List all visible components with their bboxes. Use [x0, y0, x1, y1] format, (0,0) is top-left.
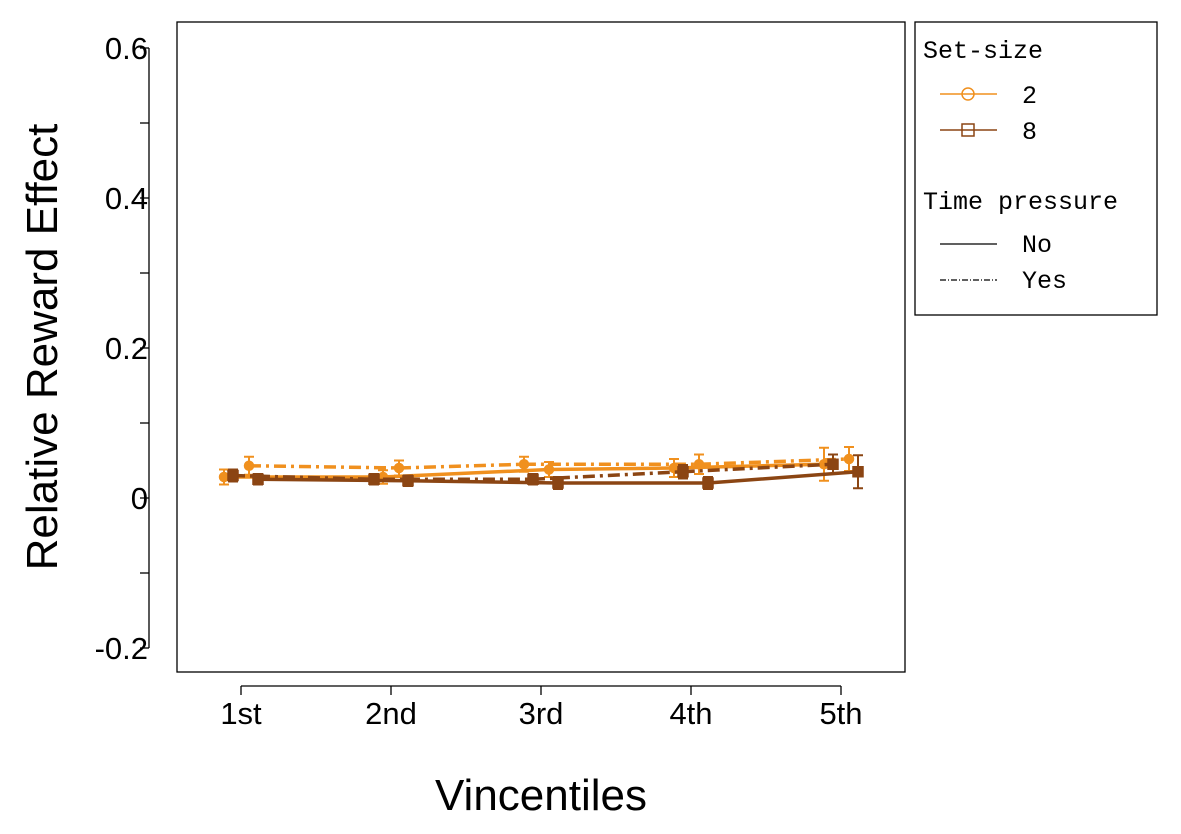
x-axis: 1st 2nd 3rd 4th 5th	[220, 685, 863, 731]
x-tick-label: 5th	[819, 696, 862, 731]
y-axis: -0.2 0 0.2 0.4 0.6	[95, 31, 150, 666]
legend-label-setsize-8: 8	[1022, 118, 1037, 147]
data-point	[693, 459, 705, 470]
series-layer	[218, 446, 864, 490]
series-8-yes	[227, 453, 839, 486]
y-tick-label: 0.4	[105, 181, 148, 216]
legend-label-yes: Yes	[1022, 267, 1067, 296]
plot-frame	[176, 21, 906, 673]
x-tick-label: 2nd	[365, 696, 417, 731]
data-point	[218, 471, 230, 483]
data-point	[252, 473, 264, 485]
x-tick-label: 4th	[669, 696, 712, 731]
legend-label-no: No	[1022, 231, 1052, 260]
x-axis-title: Vincentiles	[435, 771, 647, 820]
y-tick-label: 0.2	[105, 331, 148, 366]
y-tick-label: 0	[131, 481, 148, 516]
y-axis-title: Relative Reward Effect	[18, 124, 67, 571]
legend: Set-size 2 8 Time pressure No Yes	[914, 21, 1158, 316]
legend-marker-circle	[961, 87, 975, 101]
legend-time-title: Time pressure	[923, 188, 1118, 217]
data-point	[543, 464, 555, 475]
data-point	[843, 453, 855, 465]
data-point	[393, 462, 405, 474]
data-point	[368, 473, 380, 485]
data-point	[527, 473, 539, 485]
legend-label-setsize-2: 2	[1022, 82, 1037, 111]
x-tick-label: 3rd	[519, 696, 564, 731]
x-tick-label: 1st	[220, 696, 262, 731]
y-tick-label: 0.6	[105, 31, 148, 66]
legend-setsize-title: Set-size	[923, 37, 1043, 66]
data-point	[702, 477, 714, 489]
y-tick-label: -0.2	[95, 631, 148, 666]
data-point	[852, 466, 864, 478]
data-point	[227, 469, 239, 482]
legend-box	[914, 21, 1158, 316]
data-point	[518, 459, 530, 470]
data-point	[677, 466, 689, 478]
data-point	[827, 458, 839, 470]
legend-marker-square	[961, 123, 975, 137]
series-8-no	[252, 454, 864, 490]
data-point	[243, 460, 255, 471]
